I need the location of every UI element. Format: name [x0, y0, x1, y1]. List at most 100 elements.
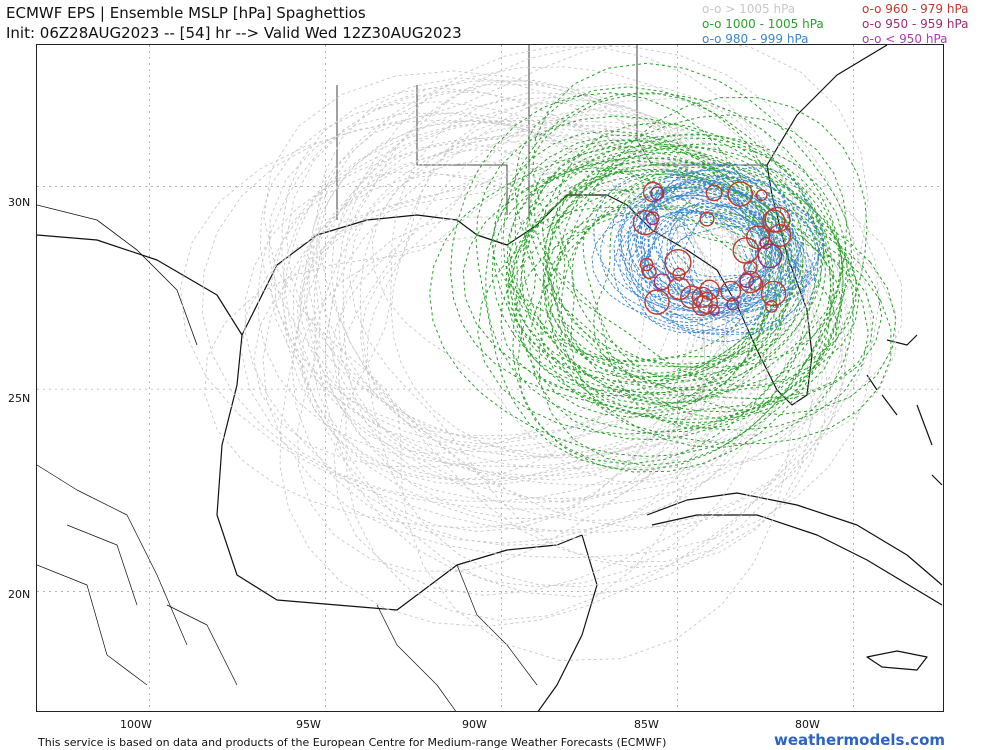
ensemble-isobar-ring [491, 151, 767, 389]
ensemble-isobar-ring [263, 70, 810, 661]
ensemble-isobar-ring [600, 179, 824, 316]
bahamas [866, 334, 943, 486]
footer-attribution: This service is based on data and produc… [38, 736, 667, 749]
lon-label-100w: 100W [120, 718, 152, 731]
map-frame[interactable] [36, 44, 944, 712]
ensemble-isobar-ring [506, 157, 791, 404]
yucatan-east-coast [537, 534, 598, 711]
ensemble-isobar-ring [491, 169, 838, 413]
ensemble-isobar-ring [281, 119, 880, 598]
ensemble-isobar-ring [485, 134, 892, 445]
low-center-marker [641, 264, 657, 280]
ensemble-isobar-ring [635, 194, 783, 309]
ensemble-isobar-ring [500, 157, 777, 397]
ensemble-isobar-ring [541, 150, 843, 387]
ensemble-isobar-ring [286, 80, 828, 563]
ensemble-isobar-ring [450, 92, 869, 431]
ensemble-isobar-ring [462, 114, 848, 424]
map-canvas[interactable] [37, 45, 944, 712]
lon-label-90w: 90W [462, 718, 487, 731]
ensemble-isobar-ring [648, 197, 772, 294]
ensemble-isobar-ring [627, 181, 791, 307]
low-center-marker [705, 184, 723, 202]
ensemble-isobar-ring [325, 142, 673, 454]
ensemble-isobar-ring [515, 183, 789, 392]
cuba-coastline [646, 492, 943, 586]
ensemble-isobar-ring [528, 139, 780, 412]
cuba-south-coast [651, 514, 943, 606]
ensemble-isobar-ring [529, 137, 834, 441]
low-center-marker [645, 211, 660, 226]
ensemble-isobar-ring [613, 175, 808, 336]
ensemble-isobar-ring [512, 93, 844, 473]
ensemble-isobar-ring [507, 143, 844, 420]
low-center-marker [727, 181, 754, 207]
ensemble-low-centers [632, 181, 792, 317]
ensemble-isobar-ring [179, 45, 869, 532]
low-center-marker [696, 291, 719, 314]
ensemble-isobar-ring [637, 206, 766, 281]
ensemble-isobar-ring [633, 195, 785, 293]
title-block: ECMWF EPS | Ensemble MSLP [hPa] Spaghett… [6, 3, 462, 43]
ensemble-isobar-ring [301, 160, 812, 504]
ensemble-isobar-ring [533, 145, 825, 429]
low-center-marker [768, 223, 792, 247]
ensemble-isobar-ring [643, 169, 821, 314]
ensemble-isobar-ring [520, 162, 854, 449]
low-center-marker [642, 181, 664, 203]
legend-left: o-o > 1005 hPa o-o 1000 - 1005 hPa o-o 9… [702, 2, 824, 47]
ensemble-isobar-ring [300, 124, 766, 448]
ensemble-isobar-ring [619, 190, 802, 305]
ensemble-isobar-ring [640, 178, 783, 343]
footer-brand-link[interactable]: weathermodels.com [773, 731, 945, 749]
lon-label-95w: 95W [296, 718, 321, 731]
low-center-marker [748, 276, 764, 292]
ensemble-isobar-ring [262, 45, 873, 559]
ensemble-isobar-ring [509, 167, 835, 368]
ensemble-isobar-ring [303, 159, 712, 503]
legend-item-gt-1005: o-o > 1005 hPa [702, 2, 796, 16]
low-center-marker [755, 189, 768, 202]
ensemble-isobar-ring [316, 120, 897, 469]
ensemble-isobar-ring [291, 46, 806, 544]
ensemble-isobar-ring [522, 170, 822, 399]
ensemble-isobar-ring [475, 115, 832, 471]
ensemble-isobar-ring [653, 210, 765, 307]
legend-item-950-959: o-o 950 - 959 hPa [862, 17, 969, 31]
legend-item-lt-950: o-o < 950 hPa [862, 32, 948, 46]
ensemble-isobar-ring [628, 180, 805, 325]
ensemble-isobar-ring [582, 173, 795, 382]
ensemble-isobar-ring [544, 168, 843, 403]
ensemble-isobar-ring [204, 158, 740, 528]
legend-item-960-979: o-o 960 - 979 hPa [862, 2, 969, 16]
ensemble-isobar-ring [593, 170, 816, 334]
low-center-marker [699, 211, 715, 227]
low-center-marker [664, 249, 692, 277]
lon-label-85w: 85W [634, 718, 659, 731]
ensemble-isobar-ring [313, 160, 645, 480]
us-gulf-coastline [37, 234, 583, 611]
ensemble-isobar-ring [591, 176, 794, 334]
ensemble-isobar-ring [532, 62, 853, 467]
low-center-marker [691, 286, 713, 308]
low-center-marker [732, 237, 760, 264]
ensemble-isobar-ring [297, 111, 751, 572]
ensemble-isobar-ring [342, 137, 781, 485]
low-center-marker [762, 209, 786, 233]
jamaica [866, 650, 928, 671]
ensemble-isobar-ring [253, 79, 703, 468]
ensemble-isobar-ring [201, 119, 847, 510]
ensemble-isobar-ring [510, 133, 819, 394]
ensemble-isobar-ring [666, 205, 777, 292]
chart-title: ECMWF EPS | Ensemble MSLP [hPa] Spaghett… [6, 4, 366, 22]
ensemble-isobar-ring [669, 212, 759, 304]
ensemble-isobar-ring [270, 100, 737, 481]
ensemble-isobar-ring [240, 98, 816, 502]
legend-item-1000-1005: o-o 1000 - 1005 hPa [702, 17, 824, 31]
ensemble-isobar-ring [637, 162, 793, 334]
ensemble-isobar-ring [257, 91, 727, 468]
low-center-marker [760, 280, 787, 307]
ensemble-isobar-ring [259, 101, 694, 532]
ensemble-isobar-ring [593, 176, 792, 382]
ensemble-isobar-ring [546, 186, 772, 377]
